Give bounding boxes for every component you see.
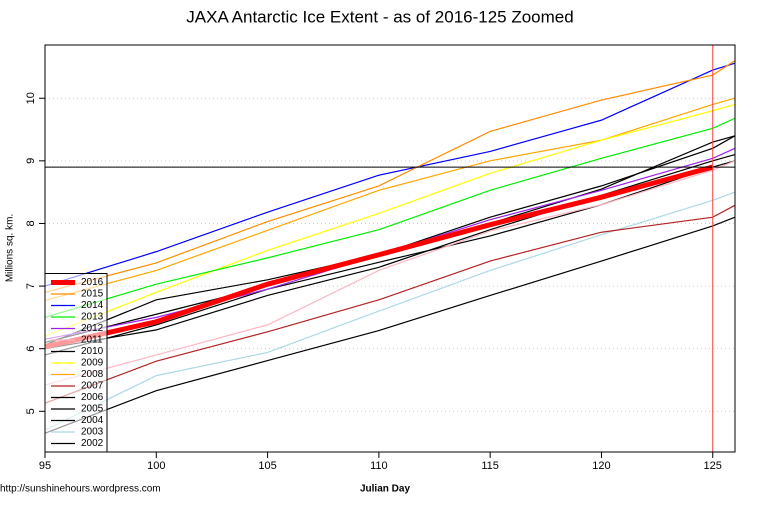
- series-line: [44, 216, 736, 434]
- series-line: [44, 191, 736, 431]
- legend-label: 2006: [81, 392, 104, 403]
- legend-label: 2010: [81, 346, 104, 357]
- series-line: [44, 135, 736, 344]
- y-axis-label: Millions sq. km.: [5, 214, 16, 282]
- series-line: [44, 160, 736, 386]
- legend-label: 2015: [81, 289, 104, 300]
- legend-label: 2011: [81, 335, 103, 346]
- x-tick-label: 120: [592, 460, 610, 472]
- legend-label: 2002: [81, 438, 104, 449]
- legend-label: 2007: [81, 381, 104, 392]
- legend-label: 2013: [81, 312, 104, 323]
- x-tick-label: 95: [39, 460, 51, 472]
- legend-label: 2008: [81, 369, 104, 380]
- series-line: [44, 204, 736, 404]
- plot-frame: [44, 44, 736, 453]
- legend-label: 2016: [81, 277, 104, 288]
- series-line: [44, 164, 714, 350]
- x-tick-label: 105: [258, 460, 276, 472]
- y-tick-label: 8: [25, 220, 37, 226]
- source: http://sunshinehours.wordpress.com: [0, 484, 161, 495]
- x-tick-label: 115: [481, 460, 499, 472]
- legend-label: 2012: [81, 323, 104, 334]
- legend-label: 2005: [81, 404, 104, 415]
- x-tick-label: 110: [370, 460, 388, 472]
- chart-title: JAXA Antarctic Ice Extent - as of 2016-1…: [186, 7, 573, 26]
- y-tick-label: 7: [25, 283, 37, 289]
- y-tick-label: 10: [25, 92, 37, 104]
- series-line: [44, 153, 736, 350]
- legend-label: 2004: [81, 415, 104, 426]
- y-tick-label: 5: [25, 408, 37, 414]
- series-line: [44, 97, 736, 302]
- series-line: [44, 60, 736, 293]
- legend-label: 2009: [81, 358, 104, 369]
- series-line: [44, 103, 736, 337]
- y-tick-label: 6: [25, 346, 37, 352]
- series-line: [44, 117, 736, 318]
- x-tick-label: 125: [704, 460, 722, 472]
- x-tick-label: 100: [147, 460, 165, 472]
- legend-label: 2014: [81, 300, 104, 311]
- series-line: [44, 62, 736, 287]
- y-tick-label: 9: [25, 158, 37, 164]
- x-axis-label: Julian Day: [360, 484, 410, 495]
- legend-label: 2003: [81, 427, 104, 438]
